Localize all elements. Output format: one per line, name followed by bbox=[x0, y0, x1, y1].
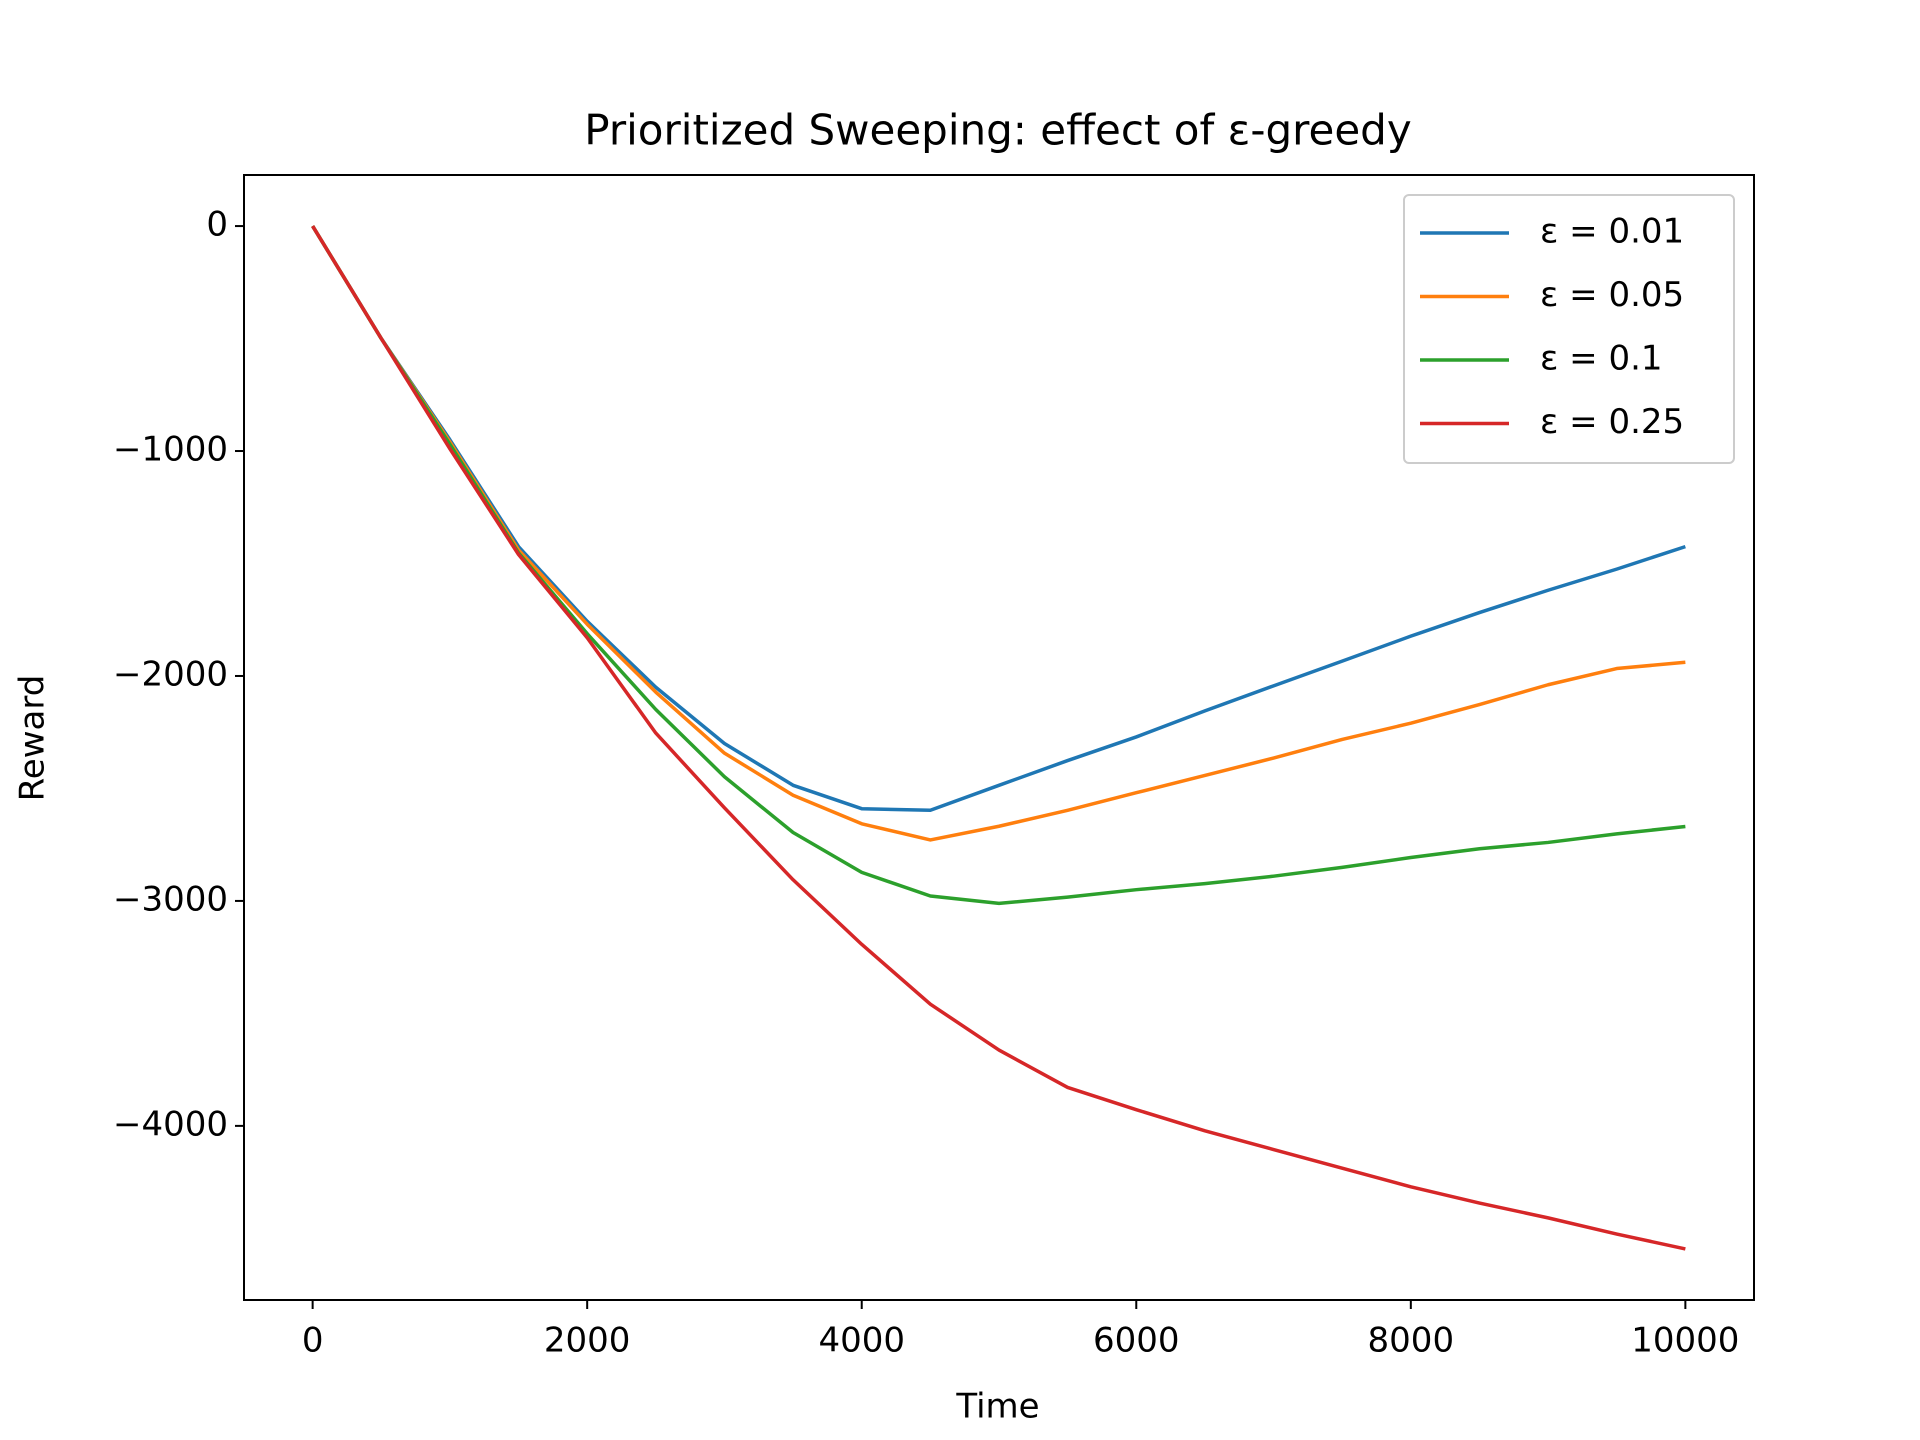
chart-title: Prioritized Sweeping: effect of ε-greedy bbox=[584, 106, 1411, 155]
x-tick-label: 2000 bbox=[544, 1321, 631, 1361]
legend-label: ε = 0.05 bbox=[1540, 275, 1684, 315]
y-tick-label: −4000 bbox=[113, 1104, 228, 1144]
series-line bbox=[311, 225, 1686, 842]
x-tick-label: 4000 bbox=[818, 1321, 905, 1361]
axes-frame bbox=[243, 174, 1755, 1301]
y-tick-label: −2000 bbox=[113, 654, 228, 694]
y-tick-label: −3000 bbox=[113, 879, 228, 919]
series-line bbox=[311, 225, 1686, 1251]
y-tick-label: −1000 bbox=[113, 430, 228, 470]
legend-label: ε = 0.1 bbox=[1540, 339, 1663, 379]
legend: ε = 0.01 ε = 0.05 ε = 0.1 ε = 0.25 bbox=[1403, 194, 1735, 464]
legend-label: ε = 0.25 bbox=[1540, 402, 1684, 442]
legend-label: ε = 0.01 bbox=[1540, 212, 1684, 252]
x-tick-label: 6000 bbox=[1093, 1321, 1180, 1361]
x-tick-label: 10000 bbox=[1631, 1321, 1739, 1361]
y-axis-label: Reward bbox=[13, 675, 53, 802]
x-tick-label: 0 bbox=[302, 1321, 324, 1361]
legend-box bbox=[1403, 194, 1735, 464]
series-line bbox=[311, 225, 1686, 813]
x-tick-label: 8000 bbox=[1368, 1321, 1455, 1361]
plot-area bbox=[311, 225, 1686, 1251]
y-tick-label: 0 bbox=[206, 205, 228, 245]
x-axis-label: Time bbox=[955, 1387, 1039, 1427]
